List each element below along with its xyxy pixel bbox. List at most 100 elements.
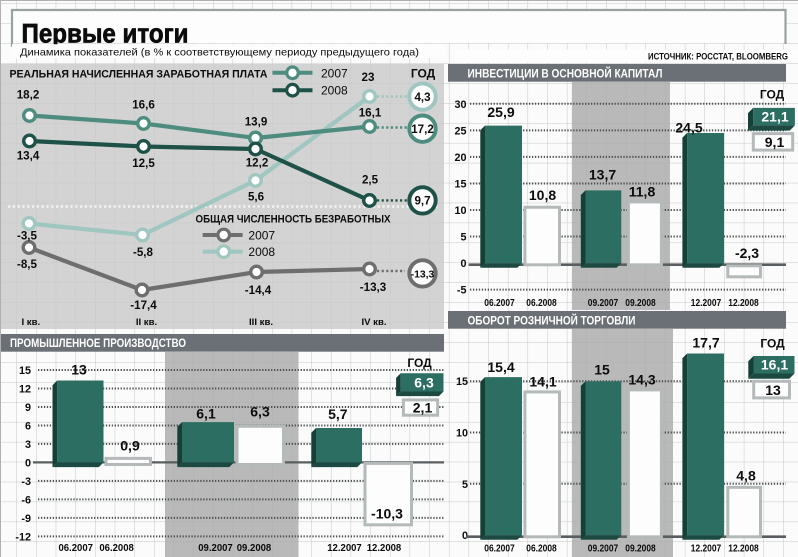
svg-text:Динамика показателей (в % к со: Динамика показателей (в % к соответствую…	[20, 48, 419, 59]
svg-text:30: 30	[454, 99, 466, 111]
svg-text:06.2008: 06.2008	[99, 543, 134, 554]
svg-text:06.2008: 06.2008	[526, 544, 557, 555]
svg-text:-12: -12	[15, 531, 31, 543]
svg-text:5: 5	[460, 232, 466, 244]
svg-text:4,3: 4,3	[414, 91, 431, 104]
svg-text:ОБЩАЯ ЧИСЛЕННОСТЬ БЕЗРАБОТНЫХ: ОБЩАЯ ЧИСЛЕННОСТЬ БЕЗРАБОТНЫХ	[196, 214, 392, 226]
svg-text:-9: -9	[21, 513, 31, 525]
svg-text:-8,5: -8,5	[17, 258, 38, 271]
svg-text:3: 3	[25, 439, 31, 451]
svg-text:12.2007: 12.2007	[691, 298, 722, 309]
svg-text:II кв.: II кв.	[136, 317, 157, 328]
svg-text:-3: -3	[21, 476, 31, 488]
svg-text:06.2008: 06.2008	[526, 298, 557, 309]
svg-text:I кв.: I кв.	[21, 317, 40, 328]
svg-text:9,7: 9,7	[414, 195, 430, 208]
svg-text:-3,5: -3,5	[17, 229, 38, 242]
svg-text:09.2007: 09.2007	[198, 543, 233, 554]
svg-text:09.2007: 09.2007	[588, 298, 619, 309]
svg-text:-13,3: -13,3	[411, 270, 435, 281]
svg-text:16,6: 16,6	[132, 99, 155, 112]
svg-text:16,1: 16,1	[761, 356, 788, 372]
svg-text:06.2007: 06.2007	[58, 543, 93, 554]
svg-text:5,7: 5,7	[328, 406, 348, 422]
svg-text:12: 12	[19, 383, 31, 395]
svg-text:12.2007: 12.2007	[691, 544, 722, 555]
svg-text:5: 5	[462, 479, 468, 491]
svg-text:0,9: 0,9	[120, 438, 140, 454]
svg-text:6: 6	[25, 420, 31, 432]
svg-text:2007: 2007	[321, 66, 348, 80]
svg-text:16,1: 16,1	[359, 107, 382, 120]
svg-text:2007: 2007	[248, 229, 275, 243]
svg-text:23: 23	[362, 71, 375, 84]
svg-text:9,1: 9,1	[765, 134, 785, 150]
svg-text:10: 10	[456, 428, 468, 440]
svg-text:ИНВЕСТИЦИИ В ОСНОВНОЙ КАПИТАЛ: ИНВЕСТИЦИИ В ОСНОВНОЙ КАПИТАЛ	[468, 66, 663, 80]
svg-text:-2,3: -2,3	[735, 245, 759, 261]
svg-text:24,5: 24,5	[675, 119, 702, 135]
svg-text:ГОД: ГОД	[407, 356, 432, 370]
svg-text:ГОД: ГОД	[411, 67, 436, 81]
svg-text:17,7: 17,7	[692, 335, 719, 351]
svg-text:15: 15	[456, 376, 468, 388]
svg-text:06.2007: 06.2007	[484, 298, 515, 309]
svg-text:15: 15	[454, 178, 466, 190]
svg-text:-5: -5	[457, 285, 467, 297]
svg-text:09.2007: 09.2007	[588, 544, 619, 555]
svg-text:12.2007: 12.2007	[327, 543, 362, 554]
svg-text:13,4: 13,4	[17, 150, 40, 163]
svg-text:ПРОМЫШЛЕННОЕ ПРОИЗВОДСТВО: ПРОМЫШЛЕННОЕ ПРОИЗВОДСТВО	[10, 336, 186, 350]
svg-text:2,1: 2,1	[413, 400, 433, 416]
svg-text:15,4: 15,4	[487, 359, 514, 375]
svg-text:13: 13	[71, 362, 87, 378]
svg-text:-13,3: -13,3	[360, 281, 387, 294]
svg-text:2,5: 2,5	[362, 174, 379, 187]
svg-text:4,8: 4,8	[736, 468, 756, 484]
svg-text:13: 13	[765, 382, 781, 398]
svg-text:18,2: 18,2	[17, 89, 40, 102]
svg-text:09.2008: 09.2008	[237, 543, 272, 554]
svg-text:9: 9	[25, 402, 31, 414]
svg-text:12.2008: 12.2008	[728, 298, 759, 309]
svg-text:20: 20	[454, 152, 466, 164]
svg-text:15: 15	[594, 361, 610, 377]
svg-text:2008: 2008	[321, 84, 348, 98]
svg-text:09.2008: 09.2008	[625, 298, 656, 309]
svg-text:12.2008: 12.2008	[728, 544, 759, 555]
svg-text:-14,4: -14,4	[245, 284, 272, 297]
svg-text:6,1: 6,1	[196, 405, 216, 421]
svg-text:ГОД: ГОД	[760, 337, 785, 351]
svg-text:-17,4: -17,4	[130, 299, 157, 312]
svg-text:0: 0	[462, 530, 468, 542]
svg-text:06.2007: 06.2007	[484, 544, 515, 555]
svg-text:21,1: 21,1	[761, 109, 788, 125]
svg-text:РЕАЛЬНАЯ НАЧИСЛЕННАЯ ЗАРАБОТНА: РЕАЛЬНАЯ НАЧИСЛЕННАЯ ЗАРАБОТНАЯ ПЛАТА	[10, 69, 268, 81]
svg-text:12.2008: 12.2008	[367, 543, 402, 554]
svg-text:-5,8: -5,8	[133, 246, 154, 259]
svg-text:5,6: 5,6	[248, 190, 265, 203]
svg-text:13,7: 13,7	[589, 167, 616, 183]
svg-text:14,1: 14,1	[529, 373, 556, 389]
svg-text:17,2: 17,2	[411, 123, 434, 136]
svg-text:10: 10	[454, 205, 466, 217]
svg-text:III кв.: III кв.	[249, 317, 273, 328]
svg-text:-6: -6	[21, 494, 31, 506]
svg-text:11,8: 11,8	[629, 184, 656, 200]
svg-text:15: 15	[19, 365, 31, 377]
svg-text:ГОД: ГОД	[760, 88, 785, 102]
svg-text:ИСТОЧНИК: РОССТАТ, BLOOMBERG: ИСТОЧНИК: РОССТАТ, BLOOMBERG	[648, 52, 788, 62]
svg-text:10,8: 10,8	[529, 187, 556, 203]
svg-text:13,9: 13,9	[245, 116, 268, 129]
svg-text:6,3: 6,3	[250, 404, 270, 420]
svg-text:0: 0	[25, 457, 31, 469]
svg-text:25,9: 25,9	[487, 104, 514, 120]
svg-text:25: 25	[454, 125, 466, 137]
svg-text:6,3: 6,3	[414, 375, 434, 391]
svg-text:IV кв.: IV кв.	[361, 317, 386, 328]
svg-text:-10,3: -10,3	[371, 506, 403, 522]
svg-text:12,2: 12,2	[246, 157, 269, 170]
svg-text:14,3: 14,3	[628, 372, 655, 388]
svg-text:09.2008: 09.2008	[625, 544, 656, 555]
svg-text:ОБОРОТ РОЗНИЧНОЙ ТОРГОВЛИ: ОБОРОТ РОЗНИЧНОЙ ТОРГОВЛИ	[468, 313, 636, 327]
